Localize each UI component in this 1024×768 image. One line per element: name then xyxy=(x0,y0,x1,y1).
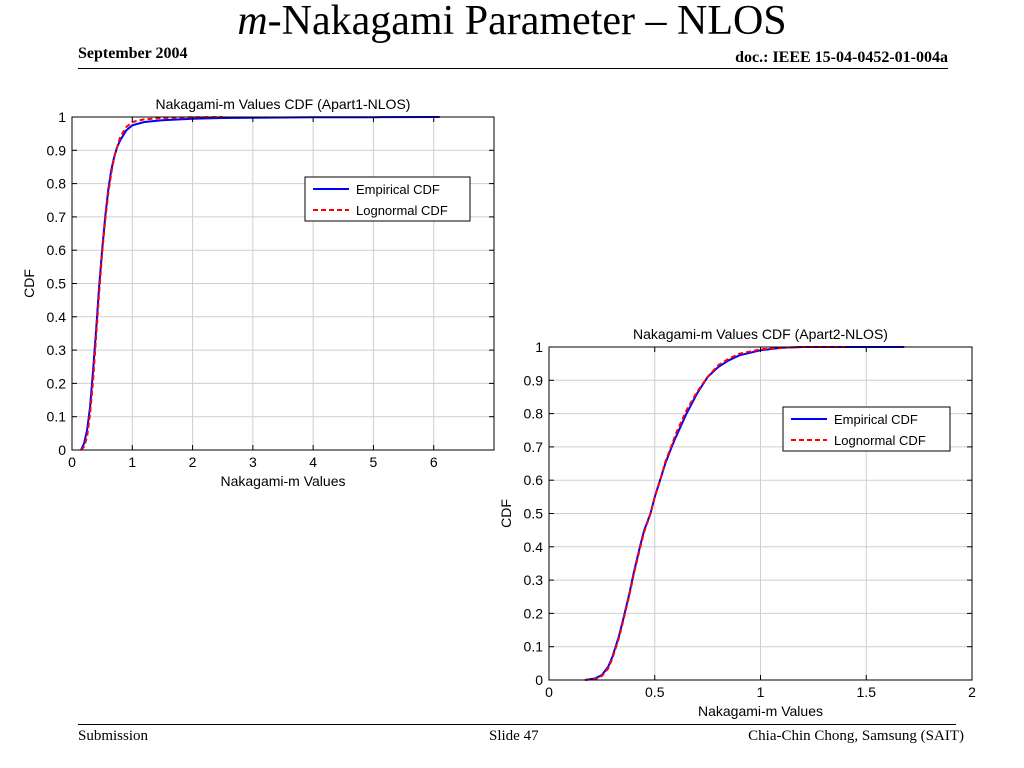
y-tick-label: 0 xyxy=(58,442,66,458)
chart-apart2-legend-label-empirical: Empirical CDF xyxy=(834,412,918,427)
slide-title: m-Nakagami Parameter – NLOS xyxy=(0,0,1024,46)
x-tick-label: 2 xyxy=(189,454,197,470)
y-tick-label: 0.3 xyxy=(524,572,544,588)
y-tick-label: 0.4 xyxy=(524,539,544,555)
y-tick-label: 0.2 xyxy=(47,375,67,391)
chart-apart1-legend-label-lognormal: Lognormal CDF xyxy=(356,203,448,218)
x-tick-label: 6 xyxy=(430,454,438,470)
chart-apart1-ticks: 0 1 2 3 4 5 6 0 0.1 0.2 0.3 0.4 0.5 0.6 0.7 0.8 0.9 1 xyxy=(47,109,494,470)
chart-apart2: 0 0.5 1 1.5 2 0 0.1 0.2 0.3 0.4 0.5 0.6 0.7 0.8 0.9 1 N… xyxy=(478,314,998,726)
chart-apart2-ylabel: CDF xyxy=(498,499,514,528)
chart-apart2-series xyxy=(584,346,905,681)
header-date: September 2004 xyxy=(78,45,188,62)
y-tick-label: 0.6 xyxy=(47,242,67,258)
chart-apart1-svg: 0 1 2 3 4 5 6 0 0.1 0.2 0.3 0.4 0.5 0.6 0.7 0.8 0.9 1 Nak… xyxy=(21,96,495,489)
chart-apart2-legend: Empirical CDF Lognormal CDF xyxy=(782,406,951,452)
footer-divider xyxy=(78,724,956,725)
x-tick-label: 1 xyxy=(757,684,765,700)
chart-apart2-svg: 0 0.5 1 1.5 2 0 0.1 0.2 0.3 0.4 0.5 0.6 0.7 0.8 0.9 1 N… xyxy=(498,326,977,719)
chart-apart1-legend: Empirical CDF Lognormal CDF xyxy=(304,176,471,222)
slide-title-text: -Nakagami Parameter – NLOS xyxy=(267,0,787,44)
y-tick-label: 0.3 xyxy=(47,342,67,358)
series-line-lognormal xyxy=(584,346,846,681)
chart-apart1-legend-box xyxy=(304,176,471,222)
y-tick-label: 0.9 xyxy=(47,142,67,158)
x-tick-label: 4 xyxy=(309,454,317,470)
chart-apart2-legend-label-lognormal: Lognormal CDF xyxy=(834,433,926,448)
y-tick-label: 0.7 xyxy=(47,209,67,225)
x-tick-label: 1 xyxy=(128,454,136,470)
x-tick-label: 1.5 xyxy=(857,684,877,700)
chart-apart1-legend-label-empirical: Empirical CDF xyxy=(356,182,440,197)
footer-slide-number: Slide 47 xyxy=(489,728,539,744)
y-tick-label: 0 xyxy=(535,672,543,688)
chart-apart1-ylabel: CDF xyxy=(21,269,37,298)
x-tick-label: 0 xyxy=(545,684,553,700)
chart-apart2-ticks: 0 0.5 1 1.5 2 0 0.1 0.2 0.3 0.4 0.5 0.6 0.7 0.8 0.9 1 xyxy=(524,339,977,700)
y-tick-label: 0.4 xyxy=(47,309,67,325)
footer-submission: Submission xyxy=(78,728,149,744)
y-tick-label: 0.7 xyxy=(524,439,544,455)
y-tick-label: 0.2 xyxy=(524,605,544,621)
chart-apart2-title: Nakagami-m Values CDF (Apart2-NLOS) xyxy=(633,326,888,342)
x-tick-label: 5 xyxy=(370,454,378,470)
y-tick-label: 0.9 xyxy=(524,372,544,388)
y-tick-label: 0.6 xyxy=(524,472,544,488)
chart-apart1-title: Nakagami-m Values CDF (Apart1-NLOS) xyxy=(156,96,411,112)
header-divider xyxy=(78,68,948,69)
x-tick-label: 3 xyxy=(249,454,257,470)
y-tick-label: 0.8 xyxy=(47,176,67,192)
chart-apart1: 0 1 2 3 4 5 6 0 0.1 0.2 0.3 0.4 0.5 0.6 0.7 0.8 0.9 1 Nak… xyxy=(0,84,496,494)
chart-apart2-xlabel: Nakagami-m Values xyxy=(698,703,823,719)
x-tick-label: 2 xyxy=(968,684,976,700)
x-tick-label: 0.5 xyxy=(645,684,665,700)
series-line-lognormal xyxy=(80,116,223,451)
y-tick-label: 1 xyxy=(58,109,66,125)
chart-apart1-series xyxy=(80,116,440,451)
chart-apart2-legend-box xyxy=(782,406,951,452)
y-tick-label: 1 xyxy=(535,339,543,355)
footer-author: Chia-Chin Chong, Samsung (SAIT) xyxy=(748,728,964,744)
chart-apart1-grid xyxy=(72,117,494,450)
y-tick-label: 0.1 xyxy=(524,639,544,655)
chart-apart2-grid xyxy=(549,347,972,680)
y-tick-label: 0.1 xyxy=(47,409,67,425)
header-doc-id: doc.: IEEE 15-04-0452-01-004a xyxy=(735,49,948,66)
x-tick-label: 0 xyxy=(68,454,76,470)
slide-title-italic: m xyxy=(237,0,268,44)
y-tick-label: 0.5 xyxy=(47,276,67,292)
y-tick-label: 0.8 xyxy=(524,406,544,422)
chart-apart1-xlabel: Nakagami-m Values xyxy=(220,473,345,489)
y-tick-label: 0.5 xyxy=(524,506,544,522)
